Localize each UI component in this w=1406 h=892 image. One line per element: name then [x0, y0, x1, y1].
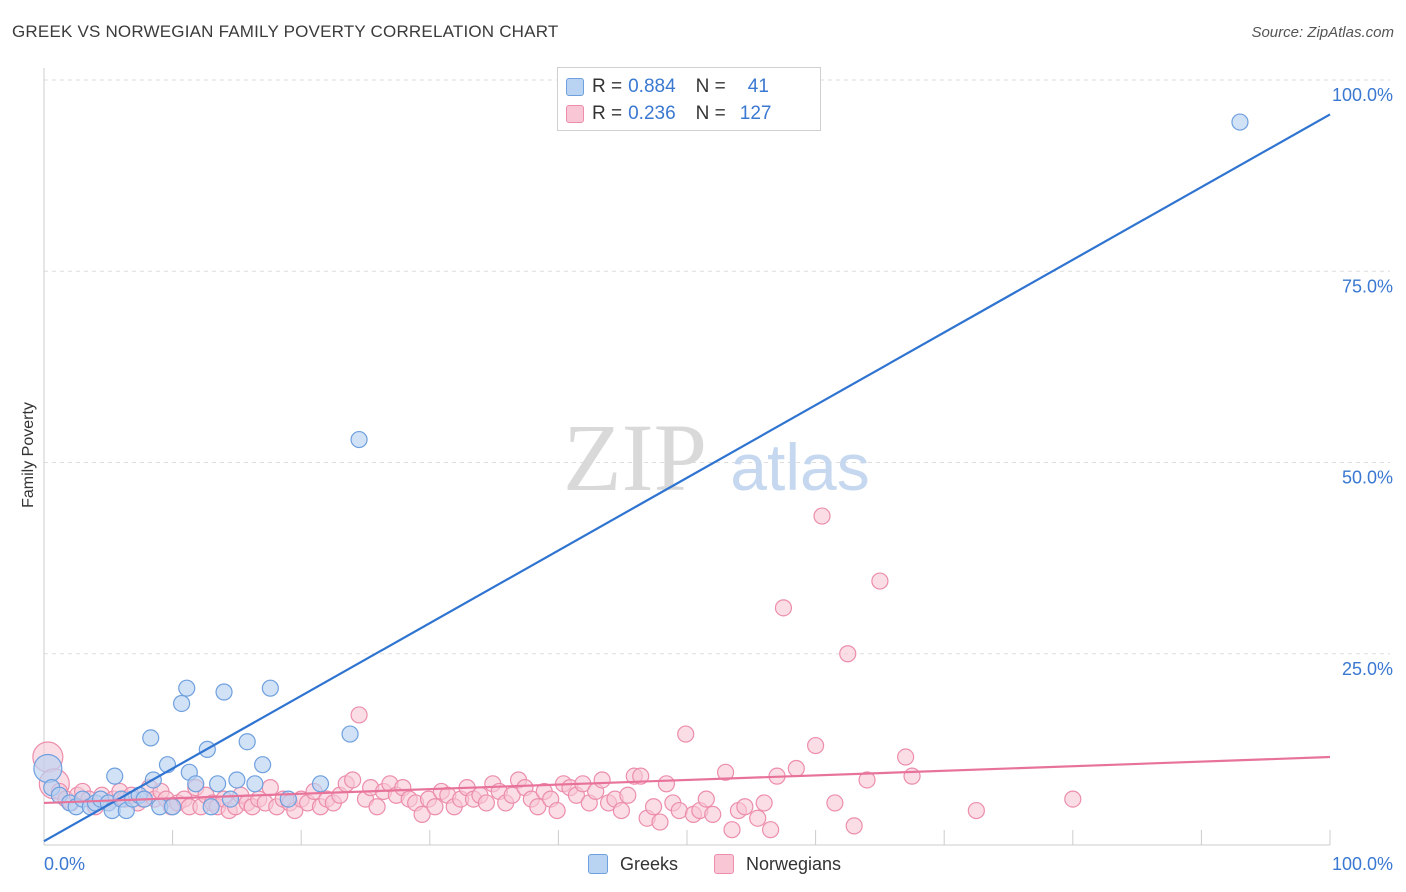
norwegians-point: [749, 809, 767, 827]
norwegians-point: [897, 748, 915, 766]
norwegians-point: [670, 801, 688, 820]
legend-n-value: 127: [739, 103, 772, 124]
norwegians-point: [813, 507, 831, 525]
greeks-point: [202, 798, 220, 816]
norwegians-point: [723, 821, 741, 839]
legend-n-value: 41: [747, 76, 769, 97]
greeks-point: [187, 775, 205, 793]
norwegians-point: [632, 767, 650, 785]
watermark-atlas: atlas: [730, 430, 869, 504]
norwegians-point: [1064, 790, 1082, 808]
greeks-point: [350, 430, 368, 449]
norwegians-point: [967, 801, 985, 820]
axes: [43, 68, 1331, 846]
legend-n-label: N =: [695, 76, 726, 97]
greeks-point: [142, 729, 160, 747]
x-tick-label-100: 100.0%: [1332, 854, 1393, 874]
norwegians-point: [548, 801, 566, 820]
norwegians-point: [651, 813, 669, 831]
legend-box: R = 0.884 N = 41 R = 0.236 N = 127: [557, 67, 821, 131]
norwegians-point: [426, 798, 444, 816]
norwegians-point: [612, 801, 631, 820]
greeks-point: [221, 790, 240, 808]
y-tick-label-25: 25.0%: [1342, 659, 1393, 679]
bottom-legend-swatch-norwegians: [714, 854, 734, 874]
greeks-point: [246, 775, 264, 793]
legend-row-greeks: R = 0.884 N = 41: [566, 74, 769, 100]
norwegians-point: [619, 786, 637, 804]
watermark: ZIP atlas: [563, 404, 870, 511]
norwegians-point: [261, 779, 279, 797]
norwegians-point: [657, 775, 676, 793]
norwegians-point: [704, 805, 722, 824]
legend-swatch-greeks: [566, 78, 584, 96]
norwegians-point: [903, 767, 921, 785]
greeks-point: [164, 798, 182, 816]
norwegians-point: [413, 805, 431, 824]
greeks-point: [238, 733, 256, 751]
norwegians-point: [736, 798, 754, 816]
y-tick-label-75: 75.0%: [1342, 276, 1393, 296]
greeks-point: [228, 771, 246, 789]
norwegians-point: [858, 771, 876, 789]
norwegians-point: [350, 706, 368, 724]
norwegians-point: [826, 794, 844, 812]
source-label: Source: ZipAtlas.com: [1251, 24, 1394, 41]
legend-r-value: 0.236: [628, 103, 676, 124]
norwegians-point: [845, 817, 863, 835]
gridlines: [44, 79, 1390, 655]
norwegians-point: [806, 736, 825, 755]
legend-n-label: N =: [695, 103, 726, 124]
legend-r-value: 0.884: [628, 76, 676, 97]
y-tick-label-50: 50.0%: [1342, 468, 1393, 488]
greeks-point: [1231, 113, 1249, 131]
bottom-legend-label-norwegians: Norwegians: [746, 853, 842, 874]
greeks-point: [33, 753, 63, 784]
norwegians-point: [344, 771, 362, 789]
chart-title: GREEK VS NORWEGIAN FAMILY POVERTY CORREL…: [12, 22, 559, 41]
norwegians-point: [761, 821, 780, 839]
greeks-point: [311, 775, 330, 793]
greeks-trend-line: [43, 113, 1331, 843]
legend-swatch-norwegians: [566, 105, 584, 123]
greeks-point: [106, 767, 124, 785]
bottom-legend-greeks: Greeks: [588, 852, 678, 876]
norwegians-point: [677, 725, 695, 743]
trend-lines: [43, 113, 1331, 843]
norwegians-point: [593, 771, 611, 789]
greeks-point: [341, 725, 359, 743]
norwegians-point: [644, 798, 663, 816]
greeks-point: [209, 775, 227, 793]
norwegians-point: [529, 798, 547, 816]
norwegians-point: [839, 645, 857, 663]
tick-labels: 25.0% 50.0% 75.0% 100.0% 0.0% 100.0%: [44, 85, 1393, 874]
greeks-point: [173, 694, 191, 713]
greeks-point: [215, 683, 233, 701]
norwegians-point: [871, 572, 889, 590]
greeks-point: [254, 756, 272, 774]
norwegians-point: [787, 759, 805, 778]
norwegians-point: [697, 790, 715, 808]
legend-r-label: R =: [592, 76, 623, 97]
bottom-legend-norwegians: Norwegians: [714, 852, 841, 876]
watermark-zip: ZIP: [563, 404, 707, 511]
norwegians-points: [32, 507, 1082, 839]
y-tick-label-100: 100.0%: [1332, 85, 1393, 105]
greeks-point: [261, 679, 279, 697]
norwegians-trend-line: [43, 755, 1331, 805]
norwegians-point: [368, 798, 386, 816]
x-tick-label-0: 0.0%: [44, 854, 85, 874]
legend-r-label: R =: [592, 103, 623, 124]
norwegians-point: [716, 763, 735, 781]
bottom-legend-swatch-greeks: [588, 854, 608, 874]
norwegians-point: [774, 599, 793, 617]
bottom-legend-label-greeks: Greeks: [620, 853, 679, 874]
greeks-point: [178, 679, 196, 697]
norwegians-point: [477, 794, 495, 812]
legend-row-norwegians: R = 0.236 N = 127: [566, 101, 772, 127]
norwegians-point: [755, 794, 773, 812]
